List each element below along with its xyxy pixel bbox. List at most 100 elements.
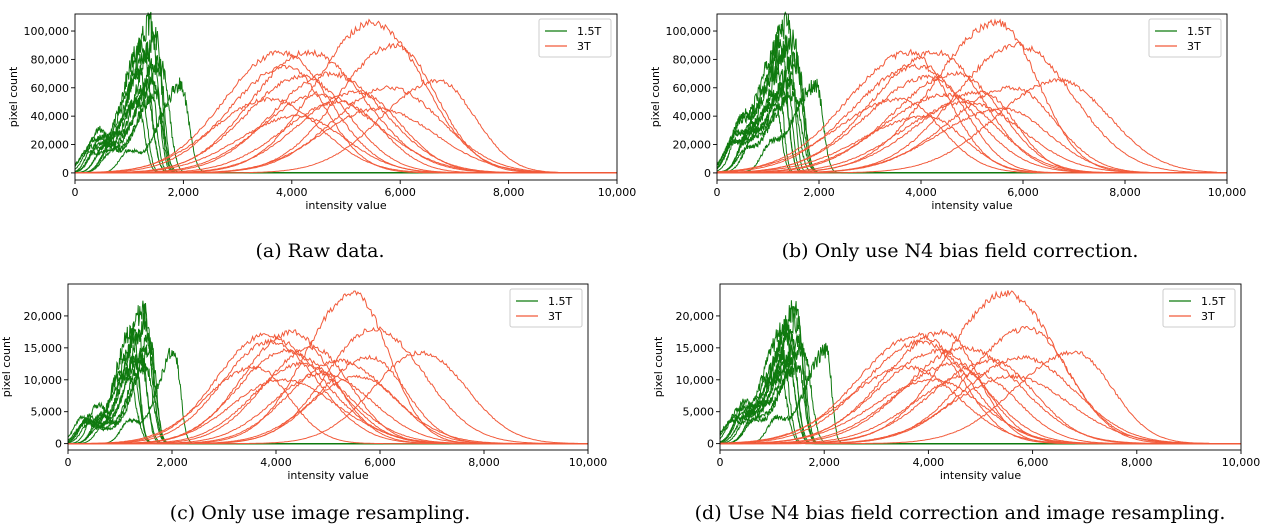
series-line bbox=[717, 107, 1227, 174]
y-tick-label: 100,000 bbox=[666, 25, 712, 38]
plot-frame bbox=[719, 283, 1242, 451]
x-tick-label: 4,000 bbox=[905, 186, 937, 199]
y-tick-label: 15,000 bbox=[676, 342, 715, 355]
legend-label: 1.5T bbox=[1187, 25, 1211, 38]
y-axis-label: pixel count bbox=[0, 336, 13, 397]
y-tick-label: 80,000 bbox=[673, 53, 712, 66]
x-tick-label: 2,000 bbox=[803, 186, 835, 199]
legend: 1.5T 3T bbox=[538, 18, 612, 58]
series-line bbox=[75, 26, 617, 174]
panel-b: 0 2,000 4,000 6,000 8,000 10,000 0 20,000 40,000… bbox=[640, 0, 1265, 265]
x-tick-label: 6,000 bbox=[364, 456, 396, 469]
series-3T bbox=[75, 18, 617, 174]
y-tick-label: 0 bbox=[704, 167, 711, 180]
y-tick-label: 60,000 bbox=[31, 82, 70, 95]
series-3T bbox=[68, 290, 588, 445]
x-tick-label: 8,000 bbox=[493, 186, 525, 199]
legend-label: 1.5T bbox=[548, 295, 572, 308]
y-tick-label: 60,000 bbox=[673, 82, 712, 95]
y-axis-label: pixel count bbox=[7, 66, 20, 127]
y-axis-label: pixel count bbox=[652, 336, 665, 397]
legend-label: 3T bbox=[1201, 310, 1215, 323]
x-tick-label: 4,000 bbox=[276, 186, 308, 199]
panel-c: 0 2,000 4,000 6,000 8,000 10,000 0 5,000 10,000 1… bbox=[0, 270, 632, 530]
series-line bbox=[717, 44, 1227, 174]
caption-a: (a) Raw data. bbox=[255, 240, 385, 262]
x-axis-label: intensity value bbox=[940, 469, 1021, 482]
y-tick-label: 5,000 bbox=[683, 406, 715, 419]
x-tick-label: 6,000 bbox=[1017, 456, 1049, 469]
x-axis-label: intensity value bbox=[287, 469, 368, 482]
series-line bbox=[720, 378, 1241, 445]
x-tick-label: 2,000 bbox=[168, 186, 200, 199]
legend-label: 3T bbox=[1187, 40, 1201, 53]
legend-label: 3T bbox=[577, 40, 591, 53]
panel-d: 0 2,000 4,000 6,000 8,000 10,000 0 5,000 10,000 1… bbox=[640, 270, 1265, 530]
legend: 1.5T 3T bbox=[1148, 18, 1222, 58]
x-tick-label: 6,000 bbox=[384, 186, 416, 199]
series-line bbox=[75, 114, 617, 174]
x-tick-label: 10,000 bbox=[569, 456, 608, 469]
series-line bbox=[717, 41, 1227, 174]
x-axis-label: intensity value bbox=[305, 199, 386, 212]
x-tick-label: 8,000 bbox=[468, 456, 500, 469]
caption-c: (c) Only use image resampling. bbox=[169, 502, 471, 524]
x-tick-label: 10,000 bbox=[1222, 456, 1261, 469]
chart-d: 0 2,000 4,000 6,000 8,000 10,000 0 5,000 10,000 1… bbox=[652, 283, 1261, 482]
series-line bbox=[75, 107, 617, 174]
y-tick-label: 100,000 bbox=[24, 25, 70, 38]
legend-label: 1.5T bbox=[1201, 295, 1225, 308]
caption-b: (b) Only use N4 bias field correction. bbox=[781, 240, 1139, 262]
y-tick-label: 20,000 bbox=[673, 139, 712, 152]
y-tick-label: 5,000 bbox=[31, 406, 63, 419]
legend-box bbox=[1162, 288, 1236, 328]
x-tick-label: 0 bbox=[65, 456, 72, 469]
series-line bbox=[719, 312, 1241, 445]
y-tick-label: 20,000 bbox=[24, 310, 63, 323]
chart-a: 0 2,000 4,000 6,000 8,000 10,000 0 20,000 40,000… bbox=[7, 11, 636, 212]
y-tick-label: 0 bbox=[62, 167, 69, 180]
y-axis-label: pixel count bbox=[649, 66, 662, 127]
panel-a: 0 2,000 4,000 6,000 8,000 10,000 0 20,000 40,000… bbox=[0, 0, 636, 265]
y-tick-label: 20,000 bbox=[676, 310, 715, 323]
x-tick-label: 8,000 bbox=[1121, 456, 1153, 469]
y-tick-label: 20,000 bbox=[31, 139, 70, 152]
legend: 1.5T 3T bbox=[1162, 288, 1236, 328]
legend-box bbox=[538, 18, 612, 58]
series-line bbox=[68, 340, 588, 445]
x-tick-label: 0 bbox=[72, 186, 79, 199]
x-tick-label: 4,000 bbox=[913, 456, 945, 469]
x-tick-label: 8,000 bbox=[1109, 186, 1141, 199]
plot-frame bbox=[74, 13, 618, 181]
y-tick-label: 10,000 bbox=[24, 374, 63, 387]
legend-label: 1.5T bbox=[577, 25, 601, 38]
y-tick-label: 40,000 bbox=[673, 110, 712, 123]
series-3T bbox=[716, 18, 1227, 174]
x-tick-label: 0 bbox=[717, 456, 724, 469]
series-line bbox=[75, 93, 617, 174]
x-tick-label: 10,000 bbox=[1208, 186, 1247, 199]
x-tick-label: 6,000 bbox=[1007, 186, 1039, 199]
series-3T bbox=[719, 290, 1241, 445]
legend-box bbox=[1148, 18, 1222, 58]
series-line bbox=[720, 373, 1241, 445]
x-tick-label: 0 bbox=[714, 186, 721, 199]
plot-frame bbox=[716, 13, 1228, 181]
legend: 1.5T 3T bbox=[509, 288, 583, 328]
legend-label: 3T bbox=[548, 310, 562, 323]
y-tick-label: 10,000 bbox=[676, 374, 715, 387]
y-tick-label: 15,000 bbox=[24, 342, 63, 355]
plot-frame bbox=[67, 283, 589, 451]
x-tick-label: 2,000 bbox=[808, 456, 840, 469]
y-tick-label: 0 bbox=[707, 438, 714, 451]
chart-c: 0 2,000 4,000 6,000 8,000 10,000 0 5,000 10,000 1… bbox=[0, 283, 608, 482]
chart-b: 0 2,000 4,000 6,000 8,000 10,000 0 20,000 40,000… bbox=[649, 11, 1247, 212]
x-tick-label: 10,000 bbox=[598, 186, 637, 199]
series-line bbox=[717, 113, 1227, 174]
x-tick-label: 2,000 bbox=[156, 456, 188, 469]
x-tick-label: 4,000 bbox=[260, 456, 292, 469]
series-line bbox=[68, 378, 588, 445]
caption-d: (d) Use N4 bias field correction and ima… bbox=[694, 502, 1226, 524]
y-tick-label: 80,000 bbox=[31, 53, 70, 66]
y-tick-label: 40,000 bbox=[31, 110, 70, 123]
